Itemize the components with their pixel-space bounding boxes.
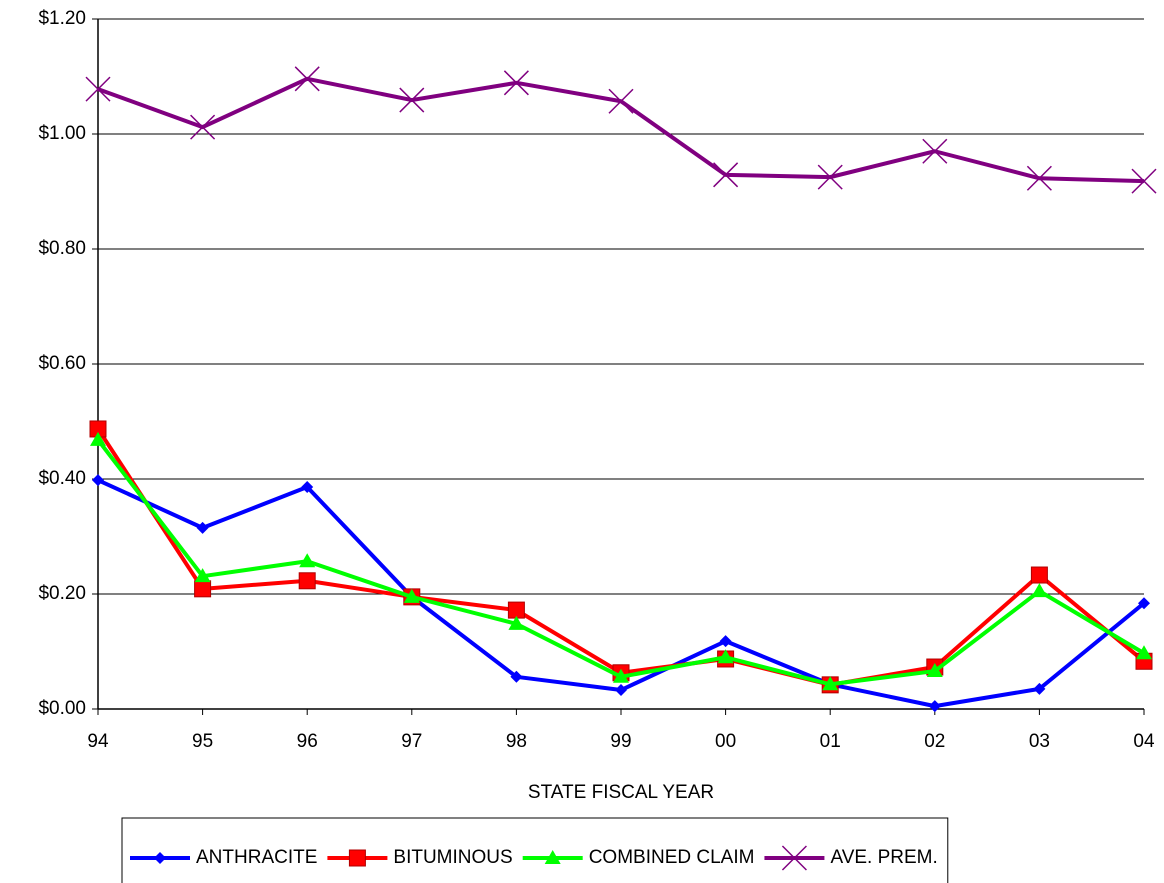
legend-label: AVE. PREM.	[830, 847, 937, 868]
legend-marker	[348, 849, 366, 867]
x-tick-label: 97	[401, 731, 422, 752]
marker	[717, 649, 734, 664]
marker	[90, 431, 106, 446]
marker	[1131, 168, 1157, 194]
marker	[508, 615, 525, 630]
marker	[298, 572, 316, 590]
marker	[822, 676, 839, 691]
marker	[1033, 682, 1046, 695]
marker	[190, 114, 216, 140]
marker	[615, 684, 627, 697]
legend-marker	[781, 845, 807, 871]
y-tick-label: $0.20	[38, 583, 86, 604]
series-line	[97, 76, 1145, 184]
legend-label: BITUMINOUS	[393, 847, 512, 868]
x-tick-label: 01	[820, 731, 841, 752]
x-tick-label: 04	[1133, 731, 1155, 752]
y-tick-label: $0.60	[38, 353, 86, 374]
marker	[196, 521, 209, 534]
marker	[194, 580, 212, 598]
y-tick-label: $0.40	[38, 468, 86, 489]
marker	[507, 601, 525, 619]
marker	[194, 568, 211, 583]
y-tick-label: $1.00	[38, 123, 86, 144]
x-tick-label: 99	[610, 731, 631, 752]
marker	[294, 66, 320, 92]
x-tick-label: 00	[715, 731, 736, 752]
marker	[1031, 583, 1048, 598]
x-tick-label: 94	[87, 731, 109, 752]
y-tick-label: $0.80	[38, 238, 86, 259]
marker	[510, 670, 523, 683]
marker	[817, 164, 843, 190]
marker	[926, 663, 943, 678]
x-tick-label: 96	[297, 731, 318, 752]
legend-marker	[544, 850, 561, 864]
legend-marker	[154, 852, 166, 864]
y-tick-label: $0.00	[38, 698, 86, 719]
marker	[1136, 645, 1152, 660]
x-tick-label: 98	[506, 731, 527, 752]
x-tick-label: 95	[192, 731, 213, 752]
marker	[301, 481, 314, 494]
legend-label: ANTHRACITE	[196, 847, 317, 868]
marker	[403, 588, 420, 603]
x-axis-label: STATE FISCAL YEAR	[528, 782, 714, 803]
marker	[922, 138, 948, 164]
marker	[613, 668, 629, 683]
marker	[719, 635, 732, 648]
legend-box	[121, 817, 949, 883]
series-line	[96, 438, 1146, 687]
marker	[1138, 597, 1150, 610]
marker	[85, 76, 111, 102]
x-tick-label: 02	[924, 731, 945, 752]
y-tick-label: $1.20	[38, 8, 86, 29]
marker	[399, 87, 425, 113]
marker	[608, 88, 634, 114]
marker	[713, 162, 739, 188]
marker	[1030, 566, 1048, 584]
marker	[928, 700, 941, 713]
marker	[503, 70, 529, 96]
series-line	[96, 427, 1146, 687]
marker	[1026, 165, 1052, 191]
legend-label: COMBINED CLAIM	[589, 847, 755, 868]
marker	[299, 553, 316, 568]
x-tick-label: 03	[1029, 731, 1050, 752]
marker	[92, 474, 104, 487]
